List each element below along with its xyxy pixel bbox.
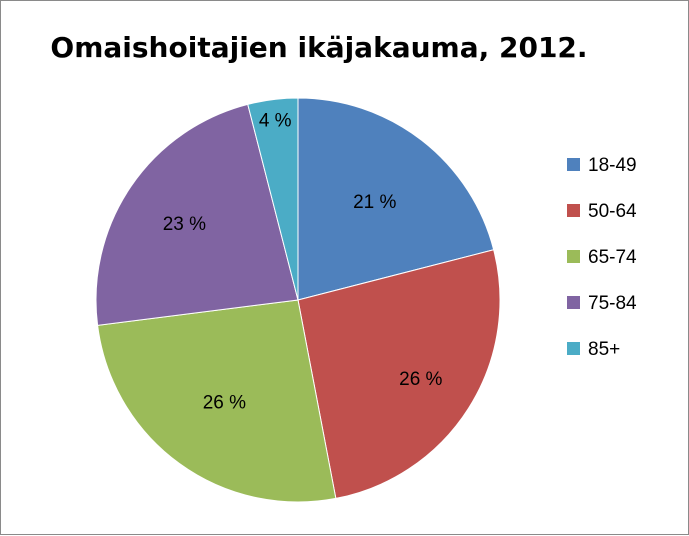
legend-label-75-84: 75-84 xyxy=(588,293,637,314)
slice-label-65-74: 26 % xyxy=(203,392,246,413)
legend-swatch-85+ xyxy=(567,342,580,355)
pie-slice-75-84 xyxy=(95,103,299,326)
legend: 18-49 50-64 65-74 75-84 85+ xyxy=(567,155,637,360)
slice-label-85+: 4 % xyxy=(259,111,292,132)
pie-slices xyxy=(95,97,501,503)
pie-slice-85+ xyxy=(247,97,299,301)
legend-label-85+: 85+ xyxy=(588,339,620,360)
slice-label-75-84: 23 % xyxy=(163,214,206,235)
pie-slice-50-64 xyxy=(297,249,501,500)
legend-swatch-75-84 xyxy=(567,296,580,309)
pie-slice-18-49 xyxy=(297,97,495,301)
chart-title: Omaishoitajien ikäjakauma, 2012. xyxy=(50,31,587,64)
legend-swatch-50-64 xyxy=(567,204,580,217)
legend-label-18-49: 18-49 xyxy=(588,155,637,176)
slice-label-18-49: 21 % xyxy=(353,192,396,213)
legend-label-50-64: 50-64 xyxy=(588,201,637,222)
slice-label-50-64: 26 % xyxy=(399,369,442,390)
legend-swatch-65-74 xyxy=(567,250,580,263)
legend-swatch-18-49 xyxy=(567,158,580,171)
pie-data-labels: 21 % 26 % 26 % 23 % 4 % xyxy=(163,111,443,414)
pie-slice-65-74 xyxy=(97,299,337,503)
legend-label-65-74: 65-74 xyxy=(588,247,637,268)
